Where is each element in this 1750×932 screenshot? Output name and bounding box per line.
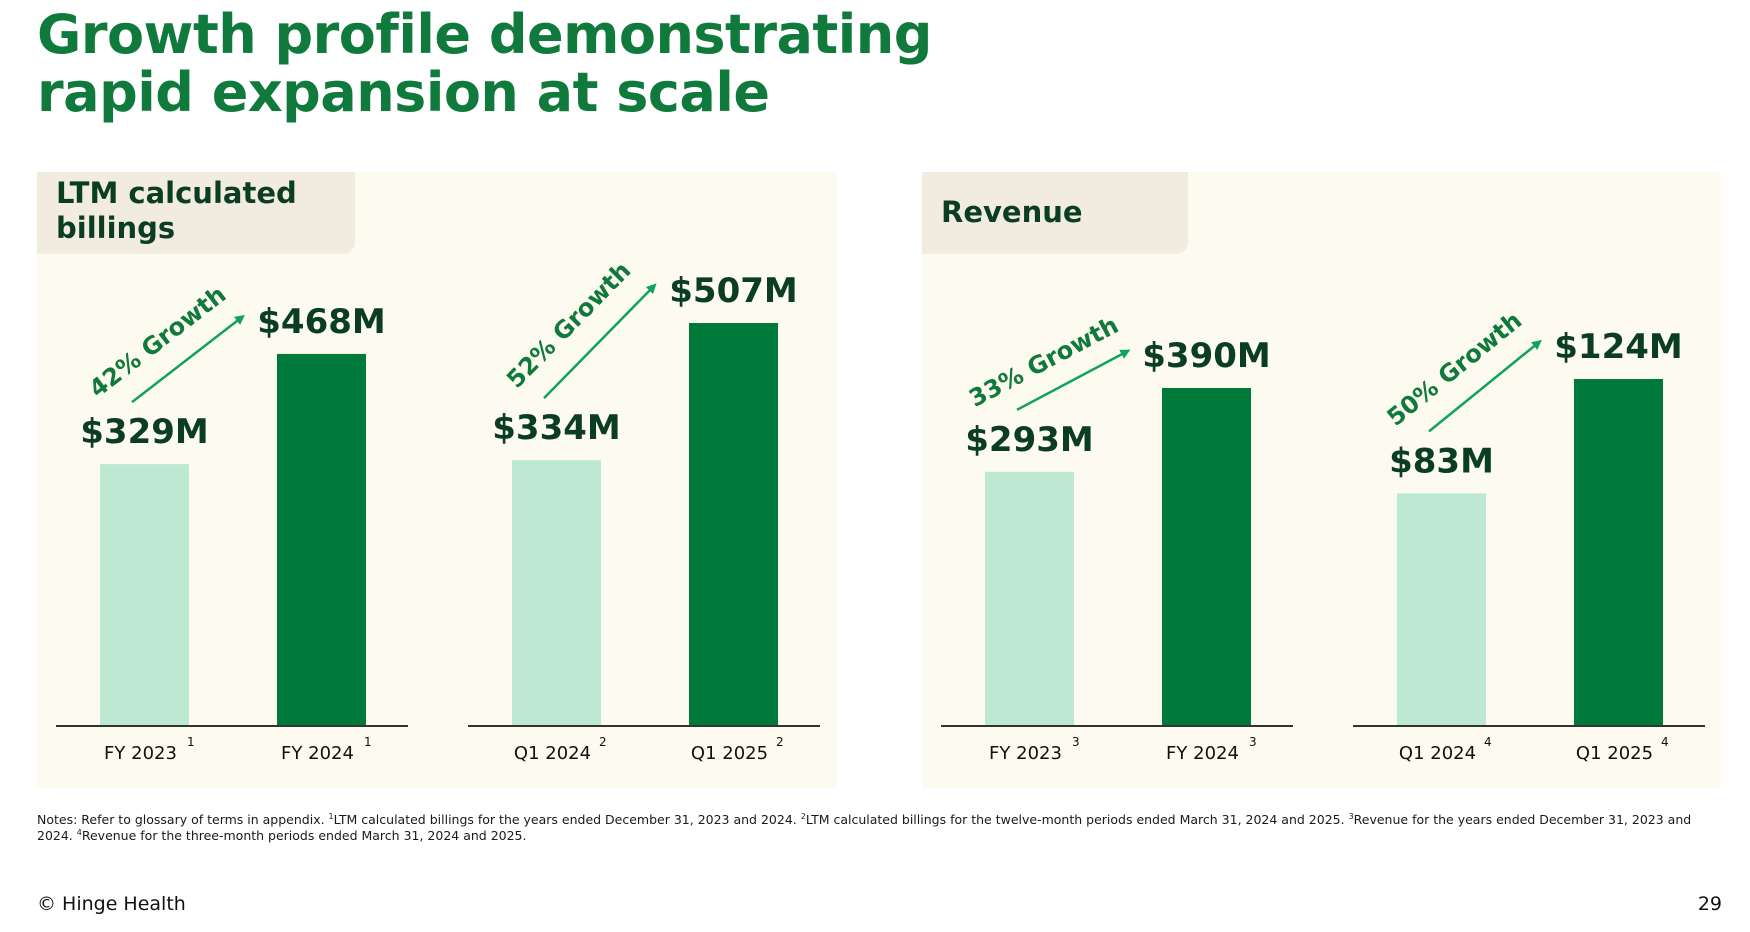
footnote-marker-fy-2024: 3 — [1249, 735, 1257, 749]
footnote-marker-q1-2025: 2 — [776, 735, 784, 749]
footnote-marker-fy-2023: 3 — [1072, 735, 1080, 749]
category-label-fy-2024: FY 2024 — [1166, 743, 1239, 764]
bar-fy-2023 — [985, 471, 1074, 725]
footnote-marker-q1-2025: 4 — [1661, 735, 1669, 749]
category-label-q1-2025: Q1 2025 — [1576, 743, 1653, 764]
footnote-marker-fy-2024: 1 — [364, 735, 372, 749]
category-label-fy-2023: FY 2023 — [989, 743, 1062, 764]
footnote-marker-q1-2024: 4 — [1484, 735, 1492, 749]
fy-revenue-chart: $293M FY 2023 3 $390M FY 2024 3 33% Growth — [941, 311, 1293, 764]
bar-q1-2025 — [1574, 379, 1663, 725]
note-4-text: Revenue for the three-month periods ende… — [81, 828, 527, 843]
footnotes: Notes: Refer to glossary of terms in app… — [37, 812, 1717, 844]
page-number: 29 — [1697, 893, 1722, 915]
value-label-q1-2025: $124M — [1554, 327, 1682, 367]
value-label-fy-2023: $293M — [965, 420, 1093, 460]
billings-panel-title-line-2: billings — [56, 211, 176, 245]
value-label-q1-2024: $83M — [1389, 441, 1494, 481]
value-label-q1-2024: $334M — [492, 408, 620, 448]
category-label-fy-2024: FY 2024 — [281, 743, 354, 764]
slide-title: Growth profile demonstrating rapid expan… — [37, 6, 932, 122]
revenue-panel-title-text: Revenue — [941, 195, 1083, 229]
category-label-q1-2024: Q1 2024 — [514, 743, 591, 764]
value-label-fy-2024: $390M — [1142, 336, 1270, 376]
growth-label: 33% Growth — [964, 311, 1123, 413]
note-3-marker: 3 — [1348, 811, 1354, 821]
growth-arrow — [1428, 339, 1542, 433]
bar-q1-2024 — [512, 460, 601, 725]
value-label-fy-2023: $329M — [80, 412, 208, 452]
footnote-marker-fy-2023: 1 — [187, 735, 195, 749]
notes-lead: Notes: Refer to glossary of terms in app… — [37, 812, 329, 827]
bar-fy-2024 — [277, 353, 366, 725]
growth-arrow — [543, 283, 657, 400]
note-2-text: LTM calculated billings for the twelve-m… — [805, 812, 1349, 827]
revenue-panel: Revenue $293M FY 2023 3 $390M FY 2024 3 33% Gr… — [922, 172, 1721, 788]
growth-arrow — [1016, 349, 1131, 411]
note-1-marker: 1 — [328, 811, 334, 821]
value-label-fy-2024: $468M — [257, 302, 385, 342]
billings-panel-title: LTM calculated billings — [37, 172, 355, 254]
note-1-text: LTM calculated billings for the years en… — [333, 812, 801, 827]
slide-title-line-2: rapid expansion at scale — [37, 61, 770, 124]
bar-fy-2024 — [1162, 388, 1251, 725]
billings-panel-title-line-1: LTM calculated — [56, 176, 297, 210]
category-label-q1-2024: Q1 2024 — [1399, 743, 1476, 764]
note-4-marker: 4 — [76, 827, 82, 837]
slide-title-line-1: Growth profile demonstrating — [37, 3, 932, 66]
copyright-footer: © Hinge Health — [37, 893, 186, 915]
growth-arrow — [131, 314, 245, 404]
note-2-marker: 2 — [800, 811, 806, 821]
bar-fy-2023 — [100, 464, 189, 725]
footnote-marker-q1-2024: 2 — [599, 735, 607, 749]
revenue-charts: $293M FY 2023 3 $390M FY 2024 3 33% Growth $83… — [941, 306, 1705, 764]
note-3-text: Revenue for the years ended December 31,… — [37, 812, 1692, 843]
billings-panel: LTM calculated billings $329M FY 2023 1 $46… — [37, 172, 837, 788]
revenue-panel-title: Revenue — [922, 172, 1188, 254]
category-label-q1-2025: Q1 2025 — [691, 743, 768, 764]
bar-q1-2024 — [1397, 493, 1486, 725]
value-label-q1-2025: $507M — [669, 271, 797, 311]
category-label-fy-2023: FY 2023 — [104, 743, 177, 764]
bar-q1-2025 — [689, 323, 778, 725]
